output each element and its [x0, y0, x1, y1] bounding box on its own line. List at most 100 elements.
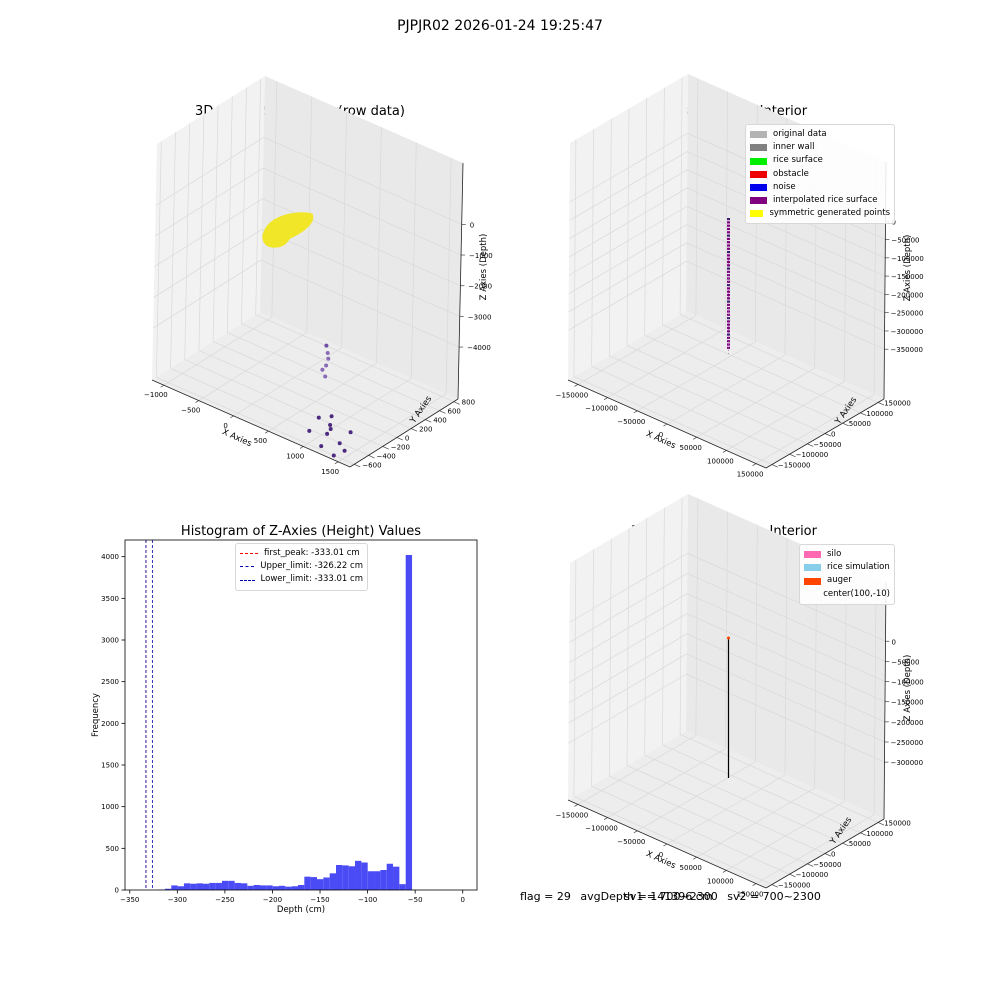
histogram-bar-21 [278, 885, 286, 890]
legend-swatch [750, 197, 767, 205]
histogram-bar-41 [405, 555, 413, 890]
simulation-legend: silo rice simulation auger center(100,-10) [799, 544, 895, 605]
histogram-legend: first_peak: -333.01 cm Upper_limit: -326.… [235, 543, 368, 591]
histogram-bar-32 [348, 866, 356, 890]
legend-swatch [750, 183, 767, 191]
histogram-bar-18 [259, 885, 267, 890]
histogram-bar-9 [202, 883, 210, 890]
histogram-bar-26 [310, 877, 318, 890]
histogram-bar-16 [247, 885, 254, 890]
sv1-text: sv1 = 700~2300 [624, 890, 718, 903]
x-tick-label: −300 [168, 896, 187, 904]
histogram-bar-10 [209, 882, 216, 890]
legend-label: auger [827, 575, 852, 586]
legend-entry-5: interpolated rice surface [750, 194, 890, 207]
legend-entry-6: symmetric generated points [750, 207, 890, 220]
histogram-bar-36 [374, 871, 381, 890]
y-tick-label: 3500 [101, 595, 119, 603]
legend-swatch [804, 564, 821, 572]
figure-title: PJPJR02 2026-01-24 19:25:47 [397, 18, 603, 34]
histogram-bar-29 [329, 873, 337, 890]
legend-entry-3: center(100,-10) [804, 588, 890, 601]
y-axis-label: Frequency [91, 693, 101, 737]
y-tick-label: 0 [115, 887, 119, 895]
histogram-bar-37 [380, 870, 387, 890]
histogram-bar-24 [297, 885, 305, 890]
legend-entry-2: Lower_limit: -333.01 cm [240, 573, 363, 586]
legend-entry-3: obstacle [750, 168, 890, 181]
flag-text: flag = 29 [520, 890, 571, 903]
histogram-bar-23 [291, 886, 298, 890]
histogram-bar-6 [183, 883, 191, 890]
legend-entry-4: noise [750, 181, 890, 194]
legend-label: first_peak: -333.01 cm [264, 548, 360, 558]
avg-depth-text: avgDepth = 141396 cm [580, 890, 713, 903]
histogram-bar-3 [164, 888, 172, 890]
legend-swatch [804, 551, 821, 559]
y-tick-label: 1500 [101, 762, 119, 770]
histogram-title: Histogram of Z-Axies (Height) Values [180, 524, 422, 539]
x-tick-label: −100 [358, 896, 377, 904]
x-tick-label: −250 [215, 896, 234, 904]
histogram-bar-38 [386, 863, 394, 890]
histogram-bar-15 [240, 883, 248, 890]
histogram-bar-39 [393, 866, 400, 890]
histogram-bar-5 [177, 886, 184, 890]
legend-entry-0: silo [804, 548, 890, 561]
histogram-bar-20 [272, 886, 279, 890]
histogram-bar-7 [190, 883, 197, 890]
x-tick-label: −350 [120, 896, 139, 904]
histogram-bar-17 [253, 885, 260, 890]
legend-swatch [750, 144, 767, 152]
legend-swatch [750, 210, 764, 218]
plot-frame [124, 539, 478, 891]
legend-swatch [240, 566, 255, 568]
legend-label: symmetric generated points [769, 208, 890, 219]
histogram-bar-22 [285, 886, 292, 890]
histogram-bar-13 [228, 880, 235, 890]
legend-entry-2: rice surface [750, 154, 890, 167]
y-tick-label: 3000 [101, 637, 119, 645]
histogram-bar-12 [221, 880, 229, 890]
legend-entry-0: original data [750, 128, 890, 141]
y-tick-label: 4000 [101, 553, 119, 561]
histogram-bar-27 [317, 879, 324, 890]
legend-entry-1: inner wall [750, 141, 890, 154]
legend-label: inner wall [773, 142, 815, 153]
x-tick-label: −200 [263, 896, 282, 904]
legend-swatch [240, 579, 255, 581]
histogram-bar-19 [266, 885, 273, 890]
x-tick-label: 0 [460, 896, 464, 904]
legend-label: obstacle [773, 168, 809, 179]
legend-label: rice simulation [827, 562, 890, 573]
histogram-bar-8 [196, 883, 203, 890]
legend-label: silo [827, 549, 842, 559]
x-tick-label: −50 [408, 896, 423, 904]
histogram-bar-11 [215, 882, 222, 890]
legend-swatch [750, 170, 767, 178]
legend-label: noise [773, 181, 796, 192]
legend-label: rice surface [773, 155, 823, 166]
legend-label: center(100,-10) [823, 588, 890, 599]
y-tick-label: 500 [106, 845, 119, 853]
y-tick-label: 2000 [101, 720, 119, 728]
legend-swatch [240, 553, 258, 555]
legend-entry-0: first_peak: -333.01 cm [240, 547, 363, 560]
y-tick-label: 1000 [101, 803, 119, 811]
legend-label: interpolated rice surface [773, 195, 878, 206]
histogram-bar-28 [323, 877, 330, 890]
histogram-bar-40 [399, 884, 406, 890]
x-tick-label: −150 [310, 896, 329, 904]
histogram-bar-4 [171, 885, 178, 890]
legend-entry-1: Upper_limit: -326.22 cm [240, 560, 363, 573]
legend-swatch [750, 131, 767, 139]
histogram-bar-30 [336, 865, 343, 890]
legend-swatch [750, 157, 767, 165]
legend-label: Upper_limit: -326.22 cm [260, 561, 363, 572]
x-axis-label: Depth (cm) [277, 905, 325, 915]
histogram-bar-34 [361, 862, 368, 890]
legend-swatch [804, 577, 821, 585]
legend-entry-1: rice simulation [804, 561, 890, 574]
legend-swatch [804, 591, 817, 598]
